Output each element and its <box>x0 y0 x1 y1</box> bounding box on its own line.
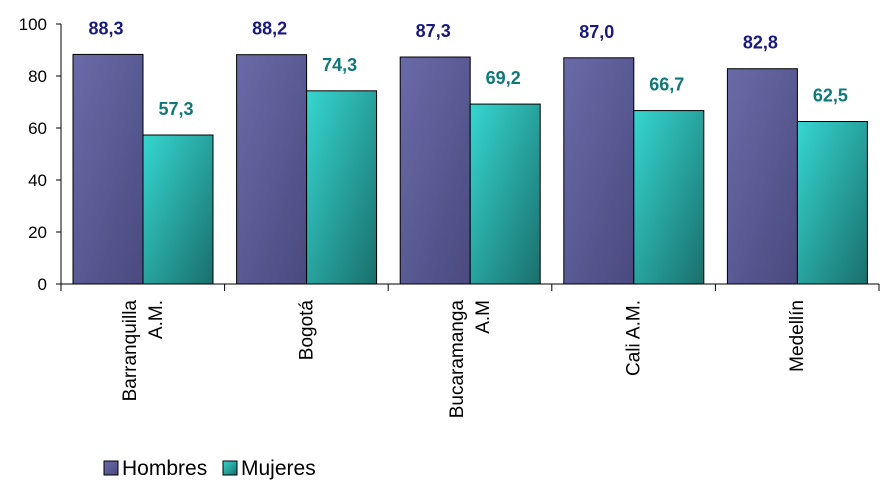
bar-mujeres <box>796 121 868 285</box>
data-label-hombres: 82,8 <box>743 33 778 53</box>
x-category-label: Cali A.M. <box>624 300 645 376</box>
data-label-hombres: 88,3 <box>88 18 123 38</box>
y-tick-label: 40 <box>28 171 47 190</box>
data-label-mujeres: 57,3 <box>158 99 193 119</box>
data-label-hombres: 88,2 <box>252 19 287 39</box>
data-label-mujeres: 62,5 <box>813 86 848 106</box>
data-label-hombres: 87,0 <box>579 22 614 42</box>
x-category-label: Bucaramanga A.M <box>447 300 494 419</box>
y-tick-label: 20 <box>28 223 47 242</box>
legend-swatch-mujeres <box>222 460 238 476</box>
bar-hombres <box>563 57 635 285</box>
x-category-label: Bogotá <box>296 300 317 361</box>
data-label-mujeres: 66,7 <box>649 75 684 95</box>
y-tick-label: 60 <box>28 119 47 138</box>
bar-mujeres <box>306 90 378 285</box>
y-tick-label: 100 <box>19 15 47 34</box>
y-tick-label: 80 <box>28 67 47 86</box>
data-label-mujeres: 74,3 <box>322 55 357 75</box>
y-tick-label: 0 <box>38 275 47 294</box>
data-label-hombres: 87,3 <box>416 21 451 41</box>
data-label-mujeres: 69,2 <box>486 68 521 88</box>
x-category-label-line: Bogotá <box>296 300 317 361</box>
x-category-label-line: Bucaramanga <box>447 300 468 419</box>
x-category-label: Barranquilla A.M. <box>120 300 167 402</box>
bar-hombres <box>236 54 308 285</box>
plot-area: 0 20 40 60 80 100 88,3 88,2 87,3 87,0 82,8 57,3 74,3… <box>19 15 880 419</box>
x-category-label-line: Cali A.M. <box>624 300 645 376</box>
legend-label-mujeres: Mujeres <box>241 457 316 480</box>
bar-mujeres <box>142 134 214 285</box>
x-category-label: Medellín <box>787 300 808 372</box>
x-category-label-line: Barranquilla <box>120 300 141 402</box>
x-category-label-line: A.M. <box>146 300 167 339</box>
bar-mujeres <box>469 103 541 285</box>
legend-label-hombres: Hombres <box>122 457 207 480</box>
bar-hombres <box>72 53 144 285</box>
x-category-label-line: Medellín <box>787 300 808 372</box>
bar-mujeres <box>633 110 705 285</box>
x-category-label-line: A.M <box>473 300 494 334</box>
legend: Hombres Mujeres <box>103 457 316 480</box>
legend-swatch-hombres <box>103 460 119 476</box>
bar-hombres <box>726 68 798 285</box>
bar-hombres <box>399 56 471 285</box>
